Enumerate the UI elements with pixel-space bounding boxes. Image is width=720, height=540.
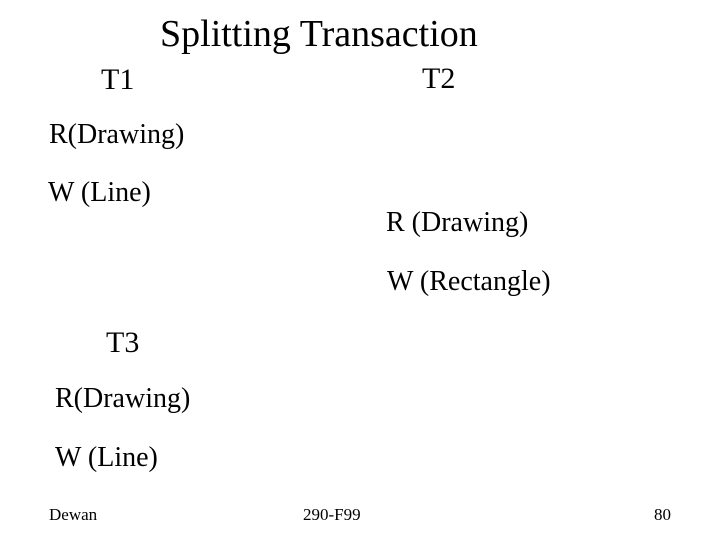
footer-page-number: 80 [654, 505, 671, 525]
slide-canvas: Splitting Transaction T1 R(Drawing) W (L… [0, 0, 720, 540]
footer-author: Dewan [49, 505, 97, 525]
t1-header: T1 [101, 63, 134, 97]
t2-write-op: W (Rectangle) [387, 266, 551, 298]
t3-read-op: R(Drawing) [55, 383, 190, 415]
footer-course: 290-F99 [303, 505, 361, 525]
t2-header: T2 [422, 62, 455, 96]
t3-write-op: W (Line) [55, 442, 158, 474]
t1-write-op: W (Line) [48, 177, 151, 209]
t1-read-op: R(Drawing) [49, 119, 184, 151]
t3-header: T3 [106, 326, 139, 360]
slide-title: Splitting Transaction [160, 12, 478, 56]
t2-read-op: R (Drawing) [386, 207, 528, 239]
